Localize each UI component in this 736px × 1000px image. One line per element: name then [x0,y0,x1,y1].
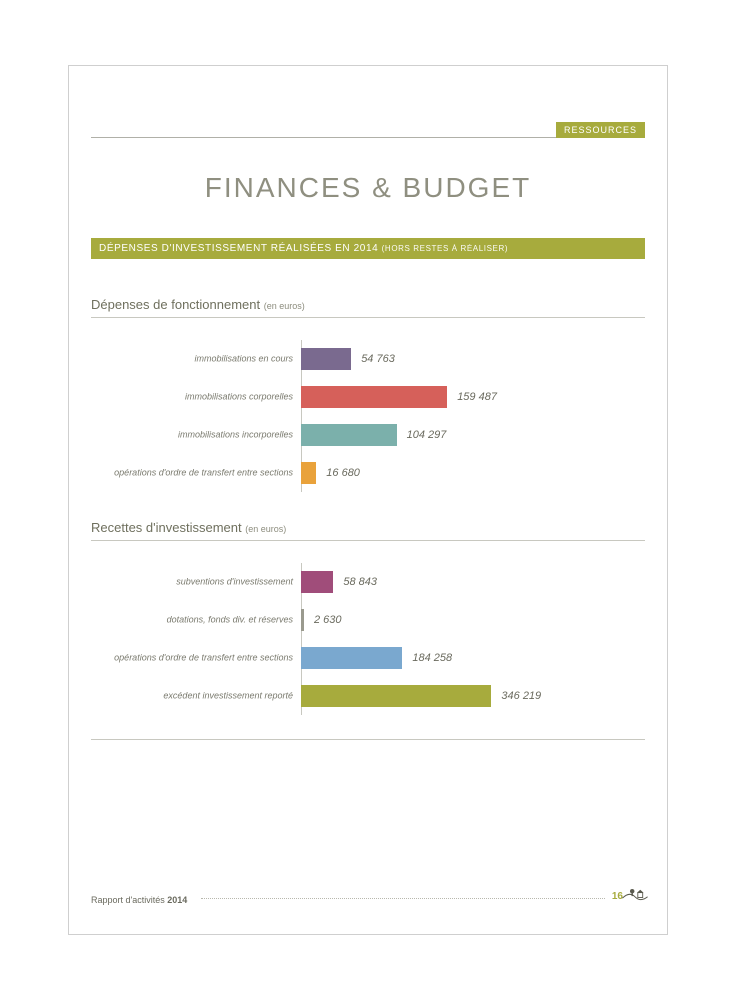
bar-value: 2 630 [314,614,342,626]
bar-row: immobilisations corporelles 159 487 [91,378,645,416]
bar-label: immobilisations incorporelles [91,430,301,441]
chart-title-text: Dépenses de fonctionnement [91,297,260,312]
chart-rule [91,317,645,318]
chart-title: Dépenses de fonctionnement (en euros) [91,297,645,312]
bar [301,571,333,593]
footer-logo-icon [621,884,649,904]
bar-label: immobilisations en cours [91,354,301,365]
section-band-main: DÉPENSES D'INVESTISSEMENT RÉALISÉES EN 2… [99,243,378,254]
page-frame: RESSOURCES FINANCES & BUDGET DÉPENSES D'… [68,65,668,935]
section-band: DÉPENSES D'INVESTISSEMENT RÉALISÉES EN 2… [91,238,645,259]
footer-prefix: Rapport d'activités [91,895,167,905]
chart-rule [91,540,645,541]
bar-value: 346 219 [501,690,541,702]
bar [301,348,351,370]
top-rule: RESSOURCES [91,116,645,138]
bar-value: 184 258 [412,652,452,664]
bar-value: 54 763 [361,353,395,365]
chart-title: Recettes d'investissement (en euros) [91,520,645,535]
bar-value: 58 843 [343,576,377,588]
bar [301,685,491,707]
bar-label: dotations, fonds div. et réserves [91,615,301,626]
bar-row: subventions d'investissement 58 843 [91,563,645,601]
bar-row: opérations d'ordre de transfert entre se… [91,454,645,492]
bar-row: excédent investissement reporté 346 219 [91,677,645,715]
section-band-sub: (HORS RESTES À RÉALISER) [382,244,508,253]
bar-label: subventions d'investissement [91,577,301,588]
bar-value: 104 297 [407,429,447,441]
bar [301,386,447,408]
page-footer: Rapport d'activités 2014 16 [91,890,645,912]
bar-label: immobilisations corporelles [91,392,301,403]
bar [301,462,316,484]
bar-row: immobilisations en cours 54 763 [91,340,645,378]
chart-unit: (en euros) [245,524,286,534]
bar-label: excédent investissement reporté [91,691,301,702]
chart-unit: (en euros) [264,301,305,311]
bar [301,424,397,446]
chart-title-text: Recettes d'investissement [91,520,242,535]
bar-value: 16 680 [326,467,360,479]
section-tag: RESSOURCES [556,122,645,138]
bar-row: dotations, fonds div. et réserves 2 630 [91,601,645,639]
bar [301,609,304,631]
footer-year: 2014 [167,895,187,905]
chart-depenses: Dépenses de fonctionnement (en euros) im… [91,297,645,492]
bar-label: opérations d'ordre de transfert entre se… [91,468,301,479]
page-title: FINANCES & BUDGET [91,172,645,204]
bar-value: 159 487 [457,391,497,403]
chart-bars: subventions d'investissement 58 843 dotati… [91,563,645,715]
bar-label: opérations d'ordre de transfert entre se… [91,653,301,664]
end-rule [91,739,645,740]
footer-dots [201,898,605,899]
bar [301,647,402,669]
bar-row: opérations d'ordre de transfert entre se… [91,639,645,677]
chart-recettes: Recettes d'investissement (en euros) sub… [91,520,645,715]
bar-row: immobilisations incorporelles 104 297 [91,416,645,454]
chart-bars: immobilisations en cours54 763immobilisa… [91,340,645,492]
footer-report-label: Rapport d'activités 2014 [91,895,187,905]
